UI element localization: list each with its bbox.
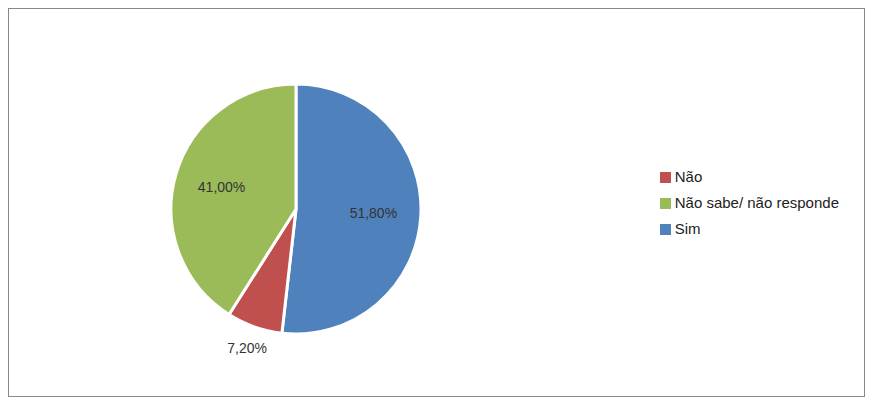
html-text:Sim: Sim bbox=[674, 219, 701, 237]
svg-text:51,80%: 51,80% bbox=[350, 205, 397, 221]
html-text:Não: Não bbox=[674, 167, 703, 185]
svg-text:41,00%: 41,00% bbox=[198, 179, 245, 195]
html-text:Não sabe/ não responde: Não sabe/ não responde bbox=[674, 193, 839, 211]
svg-text:7,20%: 7,20% bbox=[227, 340, 267, 356]
